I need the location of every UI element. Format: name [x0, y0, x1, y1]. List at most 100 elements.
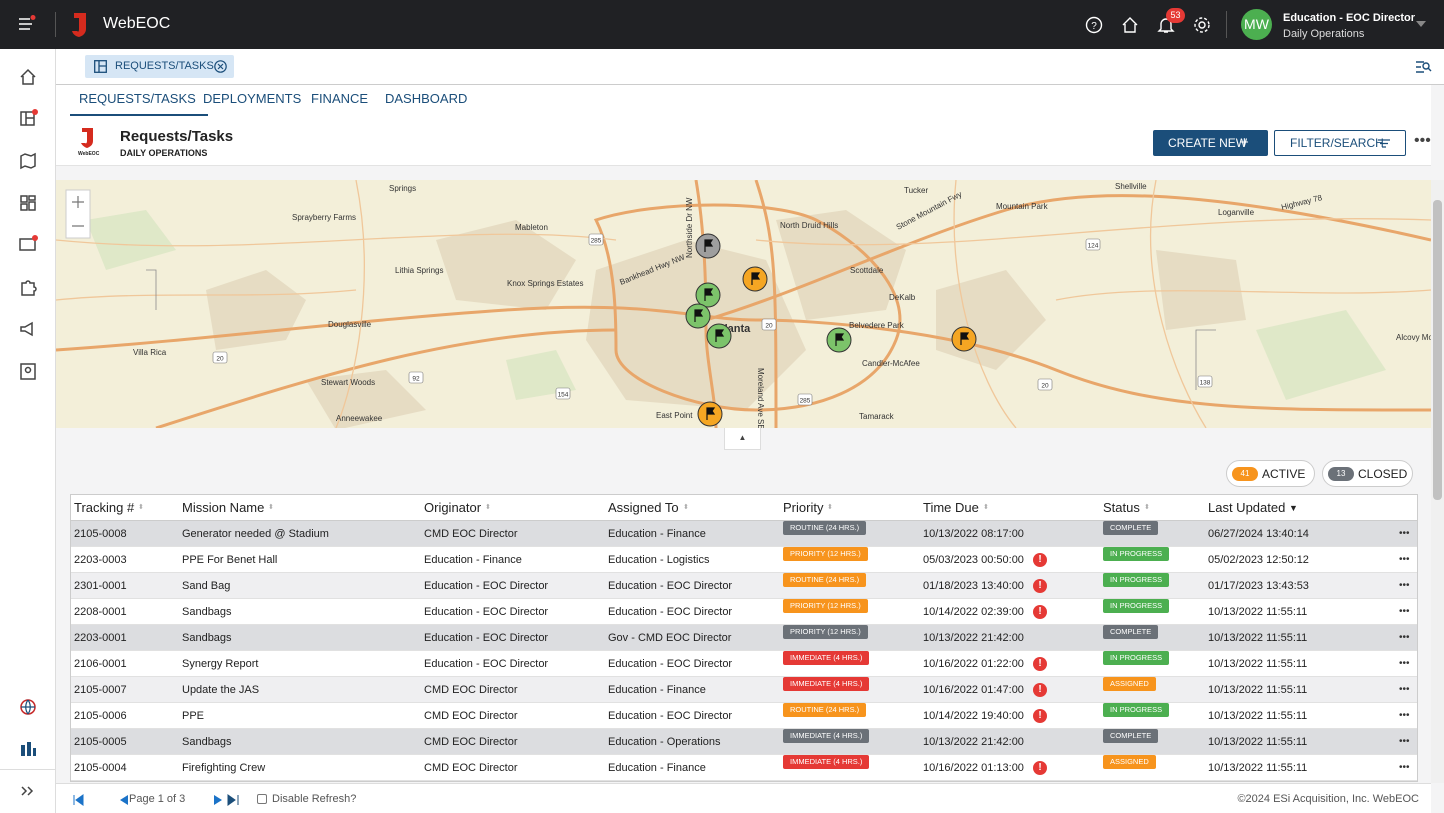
- collapse-map-button[interactable]: ▲: [724, 428, 761, 450]
- page-subtitle: DAILY OPERATIONS: [120, 148, 208, 158]
- map-icon[interactable]: [18, 151, 38, 171]
- column-header[interactable]: Mission Name: [182, 500, 265, 515]
- expand-sidebar[interactable]: [18, 781, 38, 801]
- nav-tab[interactable]: REQUESTS/TASKS: [70, 85, 208, 116]
- row-menu[interactable]: •••: [1399, 632, 1410, 643]
- marker-flag: [706, 407, 716, 420]
- nav-tab[interactable]: DEPLOYMENTS: [203, 91, 302, 106]
- boards-icon[interactable]: [18, 109, 38, 129]
- table-row[interactable]: 2203-0003 PPE For Benet Hall Education - F…: [71, 547, 1417, 573]
- last-updated: 10/13/2022 11:55:11: [1208, 736, 1308, 748]
- marker-flag: [704, 239, 714, 252]
- sort-icon[interactable]: ⬍: [983, 504, 989, 511]
- map-label: Villa Rica: [133, 348, 167, 357]
- column-header[interactable]: Last Updated: [1208, 500, 1286, 515]
- help-button[interactable]: ?: [1085, 16, 1103, 34]
- row-menu[interactable]: •••: [1399, 658, 1410, 669]
- column-header[interactable]: Assigned To: [608, 500, 679, 515]
- contacts-icon[interactable]: [18, 361, 38, 381]
- settings-button[interactable]: [1193, 16, 1211, 34]
- reports-icon[interactable]: [18, 739, 38, 759]
- column-header[interactable]: Tracking #: [74, 500, 135, 515]
- map-marker[interactable]: [697, 401, 723, 427]
- search-panel-button[interactable]: [1416, 60, 1432, 74]
- zoom-buttons[interactable]: [72, 196, 84, 227]
- create-new-button[interactable]: CREATE NEW +: [1153, 130, 1268, 156]
- column-header[interactable]: Status: [1103, 500, 1140, 515]
- tracking: 2105-0006: [74, 710, 127, 722]
- globe-icon[interactable]: [18, 697, 38, 717]
- filter-search-button[interactable]: FILTER/SEARCH: [1274, 130, 1406, 156]
- user-menu-caret[interactable]: [1416, 21, 1426, 27]
- mission: Generator needed @ Stadium: [182, 528, 329, 540]
- column-header[interactable]: Time Due: [923, 500, 979, 515]
- table-row[interactable]: 2105-0006 PPE CMD EOC Director Education - …: [71, 703, 1417, 729]
- alerts-icon[interactable]: [18, 319, 38, 339]
- user-avatar[interactable]: MW: [1241, 9, 1272, 40]
- row-menu[interactable]: •••: [1399, 580, 1410, 591]
- table-row[interactable]: 2105-0005 Sandbags CMD EOC Director Educati…: [71, 729, 1417, 755]
- disable-refresh-checkbox[interactable]: [257, 794, 267, 804]
- table-row[interactable]: 2105-0008 Generator needed @ Stadium CMD E…: [71, 521, 1417, 547]
- priority-badge: IMMEDIATE (4 HRS.): [783, 651, 870, 665]
- last-updated: 01/17/2023 13:43:53: [1208, 580, 1309, 592]
- map-marker[interactable]: [695, 233, 721, 259]
- home-button[interactable]: [1121, 16, 1139, 34]
- plugins-icon[interactable]: [18, 277, 38, 297]
- row-menu[interactable]: •••: [1399, 710, 1410, 721]
- sort-icon[interactable]: ⬍: [683, 504, 689, 511]
- sort-icon[interactable]: ⬍: [138, 504, 144, 511]
- row-menu[interactable]: •••: [1399, 528, 1410, 539]
- marker-flag: [835, 333, 845, 346]
- table-row[interactable]: 2208-0001 Sandbags Education - EOC Directo…: [71, 599, 1417, 625]
- row-menu[interactable]: •••: [1399, 554, 1410, 565]
- more-button[interactable]: •••: [1414, 132, 1431, 149]
- map-label: Tamarack: [859, 412, 895, 421]
- open-tab[interactable]: REQUESTS/TASKS: [85, 55, 234, 78]
- map-marker[interactable]: [826, 327, 852, 353]
- table-row[interactable]: 2203-0001 Sandbags Education - EOC Directo…: [71, 625, 1417, 651]
- shield-label: 20: [216, 356, 224, 363]
- scrollbar[interactable]: [1431, 180, 1444, 783]
- map-label: Tucker: [904, 186, 928, 195]
- mission: PPE For Benet Hall: [182, 554, 278, 566]
- sort-icon[interactable]: ⬍: [827, 504, 833, 511]
- table-row[interactable]: 2106-0001 Synergy Report Education - EOC D…: [71, 651, 1417, 677]
- map-marker[interactable]: [685, 303, 711, 329]
- home-icon[interactable]: [18, 67, 38, 87]
- sort-icon[interactable]: ⬍: [268, 504, 274, 511]
- table-row[interactable]: 2105-0007 Update the JAS CMD EOC Director E…: [71, 677, 1417, 703]
- map-marker[interactable]: [951, 326, 977, 352]
- nav-tab[interactable]: DASHBOARD: [385, 91, 468, 106]
- sort-icon[interactable]: ▼: [1289, 503, 1298, 513]
- column-header[interactable]: Priority: [783, 500, 824, 515]
- shield-label: 138: [1200, 380, 1211, 387]
- highway-shield: 285: [588, 233, 604, 246]
- row-menu[interactable]: •••: [1399, 684, 1410, 695]
- row-menu[interactable]: •••: [1399, 762, 1410, 773]
- menu-button[interactable]: [18, 15, 36, 33]
- map-marker[interactable]: [742, 266, 768, 292]
- map-marker[interactable]: [706, 323, 732, 349]
- dashboard-icon[interactable]: [18, 193, 38, 213]
- sort-icon[interactable]: ⬍: [485, 504, 491, 511]
- filter-chip[interactable]: 41 ACTIVE: [1226, 460, 1315, 487]
- table-row[interactable]: 2105-0004 Firefighting Crew CMD EOC Direct…: [71, 755, 1417, 781]
- row-menu[interactable]: •••: [1399, 736, 1410, 747]
- column-header[interactable]: Originator: [424, 500, 482, 515]
- pager-buttons[interactable]: [73, 794, 243, 806]
- user-position: Daily Operations: [1283, 28, 1365, 40]
- row-menu[interactable]: •••: [1399, 606, 1410, 617]
- map-label: Knox Springs Estates: [507, 279, 583, 288]
- table-row[interactable]: 2301-0001 Sand Bag Education - EOC Directo…: [71, 573, 1417, 599]
- nav-tab[interactable]: FINANCE: [311, 91, 369, 106]
- shield-box: [588, 233, 604, 246]
- map-marker[interactable]: [695, 282, 721, 308]
- sort-icon[interactable]: ⬍: [1144, 504, 1150, 511]
- close-tab[interactable]: [214, 60, 227, 73]
- messages-icon[interactable]: [18, 235, 38, 255]
- filter-chip[interactable]: 13 CLOSED: [1322, 460, 1413, 487]
- priority-badge: PRIORITY (12 HRS.): [783, 547, 868, 561]
- shield-label: 285: [591, 238, 602, 245]
